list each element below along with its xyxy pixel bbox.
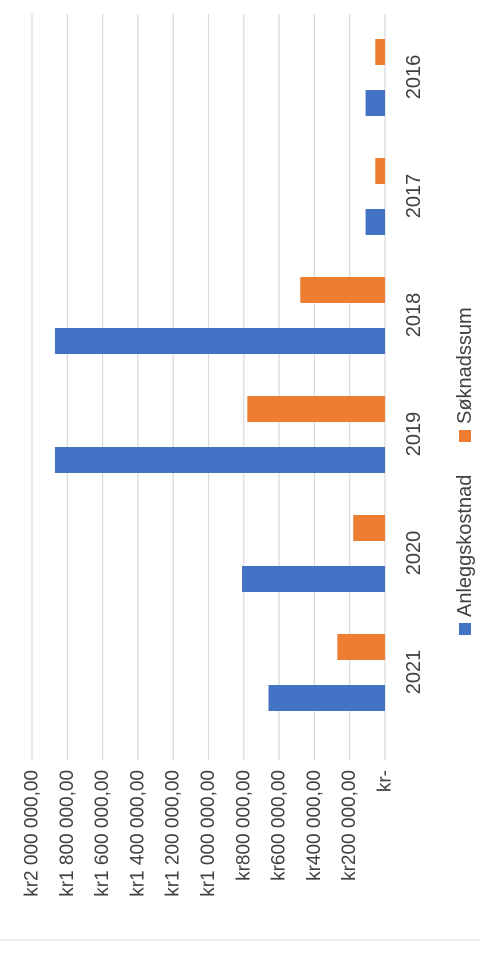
legend-swatch-soknadssum — [459, 430, 471, 442]
value-tick-label: kr1 600 000,00 — [92, 770, 113, 897]
legend-label: Anleggskostnad — [454, 475, 476, 617]
bar-anleggskostnad-2021 — [268, 685, 385, 711]
value-tick-label: kr- — [375, 770, 396, 792]
category-axis-labels: 2016 2017 2018 2019 2020 2021 — [403, 55, 425, 695]
value-tick-label: kr1 400 000,00 — [127, 770, 148, 897]
value-axis-ticks: kr-kr200 000,00 kr400 000,00 kr600 000,00 k… — [22, 770, 396, 897]
bar-anleggskostnad-2020 — [242, 566, 385, 592]
gridlines — [31, 14, 386, 760]
category-label: 2016 — [403, 55, 425, 100]
legend-label: Søknadssum — [454, 307, 476, 424]
category-label: 2018 — [403, 293, 425, 338]
bar-s-knadssum-2016 — [375, 39, 385, 65]
category-label: 2021 — [403, 650, 425, 695]
bar-s-knadssum-2021 — [337, 634, 385, 660]
legend-swatch-anleggskostnad — [459, 623, 471, 635]
bar-anleggskostnad-2017 — [365, 209, 385, 235]
value-tick-label: kr600 000,00 — [269, 770, 290, 881]
bar-anleggskostnad-2018 — [54, 328, 385, 354]
value-tick-label: kr1 000 000,00 — [198, 770, 219, 897]
category-label: 2020 — [403, 531, 425, 576]
bar-s-knadssum-2019 — [247, 396, 385, 422]
bars — [54, 39, 385, 711]
value-tick-label: kr2 000 000,00 — [22, 770, 43, 897]
value-tick-label: kr800 000,00 — [233, 770, 254, 881]
value-tick-label: kr400 000,00 — [304, 770, 325, 881]
category-label: 2017 — [403, 174, 425, 219]
bar-anleggskostnad-2016 — [365, 90, 385, 116]
value-tick-label: kr200 000,00 — [339, 770, 360, 881]
value-tick-label: kr1 800 000,00 — [57, 770, 78, 897]
bar-s-knadssum-2017 — [375, 158, 385, 184]
bar-anleggskostnad-2019 — [54, 447, 385, 473]
legend: Anleggskostnad Søknadssum — [0, 307, 480, 941]
bar-s-knadssum-2018 — [300, 277, 385, 303]
bar-s-knadssum-2020 — [353, 515, 385, 541]
category-label: 2019 — [403, 412, 425, 457]
value-tick-label: kr1 200 000,00 — [163, 770, 184, 897]
